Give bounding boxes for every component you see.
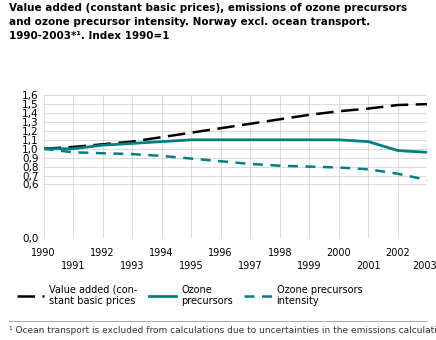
- Text: 2001: 2001: [356, 261, 381, 271]
- Text: 1995: 1995: [179, 261, 204, 271]
- Text: 1994: 1994: [150, 248, 174, 258]
- Text: ¹ Ocean transport is excluded from calculations due to uncertainties in the emis: ¹ Ocean transport is excluded from calcu…: [9, 326, 436, 335]
- Text: 1991: 1991: [61, 261, 85, 271]
- Text: 2002: 2002: [385, 248, 410, 258]
- Text: Value added (constant basic prices), emissions of ozone precursors
and ozone pre: Value added (constant basic prices), emi…: [9, 3, 407, 40]
- Legend: Value added (con-
stant basic prices, Ozone
precursors, Ozone precursors
intensi: Value added (con- stant basic prices, Oz…: [13, 281, 366, 310]
- Text: 1997: 1997: [238, 261, 262, 271]
- Text: 1992: 1992: [90, 248, 115, 258]
- Text: 2000: 2000: [327, 248, 351, 258]
- Text: 2003*: 2003*: [412, 261, 436, 271]
- Text: 1993: 1993: [120, 261, 144, 271]
- Text: 1990: 1990: [31, 248, 56, 258]
- Text: 1999: 1999: [297, 261, 321, 271]
- Text: 1998: 1998: [267, 248, 292, 258]
- Text: 1996: 1996: [208, 248, 233, 258]
